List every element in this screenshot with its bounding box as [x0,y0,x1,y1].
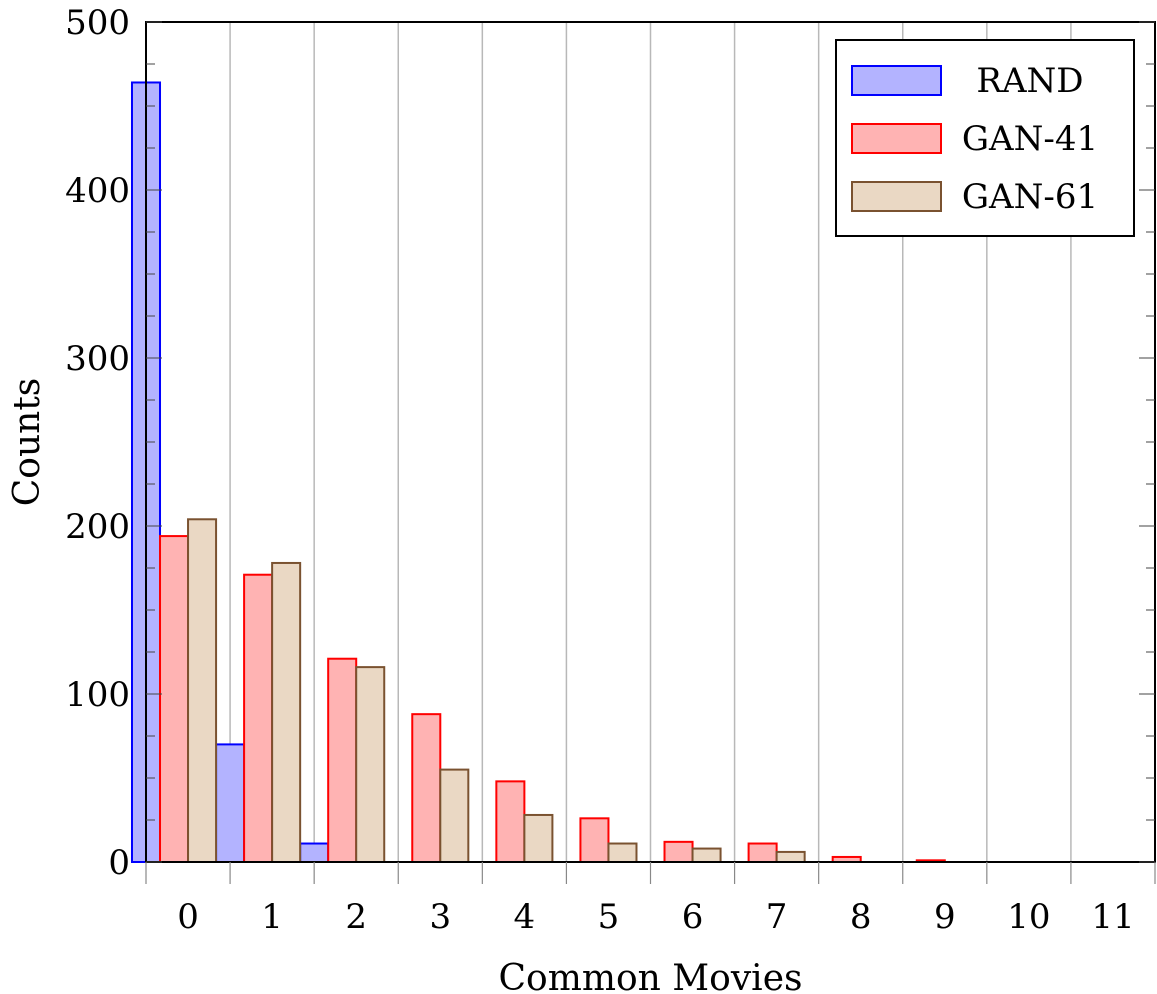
legend-swatch-gan-41 [851,123,942,154]
bar-rand-1 [215,743,246,864]
bar-gan-41-3 [411,713,442,863]
bar-gan-41-4 [495,780,526,863]
tick-labels: 0 1 2 3 4 5 6 7 8 9 10 11 0 100 200 300 400 500 [65,3,1134,937]
bar-gan-61-7 [775,850,806,863]
bar-gan-41-5 [579,817,610,864]
bar-gan-41-6 [663,840,694,864]
bar-gan-61-0 [187,518,218,864]
x-tick-label: 2 [345,897,367,937]
legend-swatch-gan-61 [851,181,942,212]
x-tick-label: 8 [850,897,872,937]
x-axis-title: Common Movies [499,958,803,994]
x-tick-label: 3 [429,897,451,937]
bars [130,81,946,864]
x-tick-label: 0 [177,897,199,937]
bar-gan-41-1 [243,573,274,863]
bar-rand-2 [299,842,330,864]
legend-label-gan-41: GAN-41 [962,119,1098,159]
y-tick-label: 500 [65,3,130,43]
legend-swatch-rand [851,65,942,96]
bar-gan-61-2 [355,666,386,863]
bar-gan-41-0 [159,535,190,864]
bar-gan-41-2 [327,657,358,863]
bar-gan-61-3 [439,768,470,863]
bar-gan-61-6 [691,847,722,863]
y-tick-label: 0 [108,843,130,883]
x-tick-label: 6 [682,897,704,937]
bar-gan-41-7 [747,842,778,864]
bar-gan-61-5 [607,842,638,864]
x-tick-label: 4 [514,897,536,937]
legend-label-gan-61: GAN-61 [962,177,1098,217]
legend: RAND GAN-41 GAN-61 [835,39,1135,237]
x-tick-label: 7 [766,897,788,937]
x-tick-label: 5 [598,897,620,937]
legend-label-rand: RAND [976,61,1083,101]
x-tick-label: 10 [1007,897,1050,937]
x-tick-label: 11 [1091,897,1134,937]
y-tick-label: 400 [65,171,130,211]
y-tick-label: 200 [65,507,130,547]
y-axis-title: Counts [7,378,48,507]
axis-ticks [145,21,1156,884]
x-tick-label: 9 [934,897,956,937]
x-tick-label: 1 [261,897,283,937]
bar-gan-61-4 [523,813,554,864]
y-tick-label: 100 [65,675,130,715]
bar-gan-61-1 [271,561,302,864]
y-tick-label: 300 [65,339,130,379]
